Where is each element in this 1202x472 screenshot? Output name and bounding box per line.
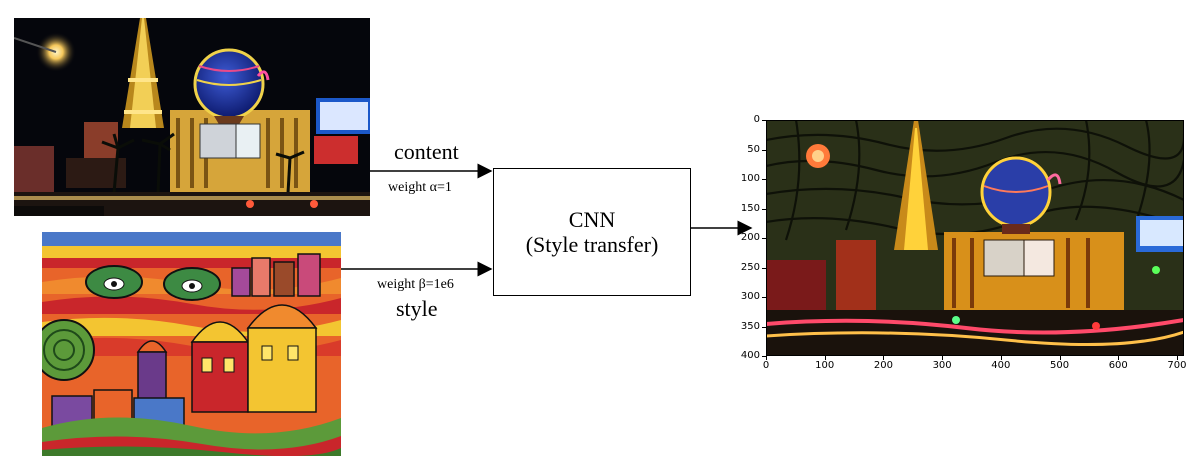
y-tick-mark <box>762 149 766 151</box>
x-tick-label: 100 <box>815 360 835 371</box>
x-tick-mark <box>1118 356 1120 360</box>
x-tick-label: 600 <box>1108 360 1128 371</box>
stylized-painting <box>42 232 341 456</box>
y-tick-mark <box>762 267 766 269</box>
y-tick-mark <box>762 179 766 180</box>
x-tick-mark <box>824 356 826 360</box>
y-tick-label: 50 <box>747 143 760 155</box>
x-tick-label: 700 <box>1167 360 1187 371</box>
y-tick-label: 100 <box>740 173 760 184</box>
content-image <box>14 18 370 216</box>
style-image <box>42 232 341 456</box>
x-tick-mark <box>766 356 767 360</box>
y-tick-label: 400 <box>740 350 760 361</box>
y-tick-label: 350 <box>740 320 760 332</box>
content-label: content <box>394 139 459 164</box>
y-tick-mark <box>762 208 766 210</box>
style-label: style <box>396 296 438 321</box>
y-tick-label: 300 <box>740 291 760 302</box>
y-tick-label: 0 <box>753 114 760 125</box>
y-tick-mark <box>762 356 766 357</box>
x-tick-mark <box>1000 356 1002 360</box>
y-tick-label: 150 <box>740 202 760 214</box>
x-tick-mark <box>942 356 944 360</box>
y-tick-mark <box>762 238 766 239</box>
plot-frame <box>766 120 1184 356</box>
x-tick-mark <box>1176 356 1178 360</box>
x-tick-label: 400 <box>991 360 1011 371</box>
output-plot: 0 50 100 150 200 250 300 350 400 0 100 200 300 400 50… <box>738 112 1198 378</box>
y-tick-mark <box>762 297 766 298</box>
x-tick-label: 300 <box>932 360 952 371</box>
cnn-style-transfer-box: CNN (Style transfer) <box>493 168 691 296</box>
stylized-output-photo <box>766 120 1184 356</box>
y-tick-label: 250 <box>740 261 760 273</box>
x-tick-label: 500 <box>1049 360 1070 371</box>
content-weight-label: weight α=1 <box>388 180 452 195</box>
x-tick-label: 200 <box>873 360 893 371</box>
y-tick-mark <box>762 326 766 328</box>
x-tick-mark <box>1059 356 1061 360</box>
x-tick-label: 0 <box>762 360 770 371</box>
cnn-subtitle: (Style transfer) <box>525 232 659 257</box>
y-tick-mark <box>762 120 766 121</box>
las-vegas-night-photo <box>14 18 370 216</box>
y-tick-label: 200 <box>740 232 760 243</box>
style-weight-label: weight β=1e6 <box>377 277 454 292</box>
cnn-title: CNN <box>568 207 616 232</box>
x-tick-mark <box>883 356 885 360</box>
output-image <box>766 120 1184 356</box>
